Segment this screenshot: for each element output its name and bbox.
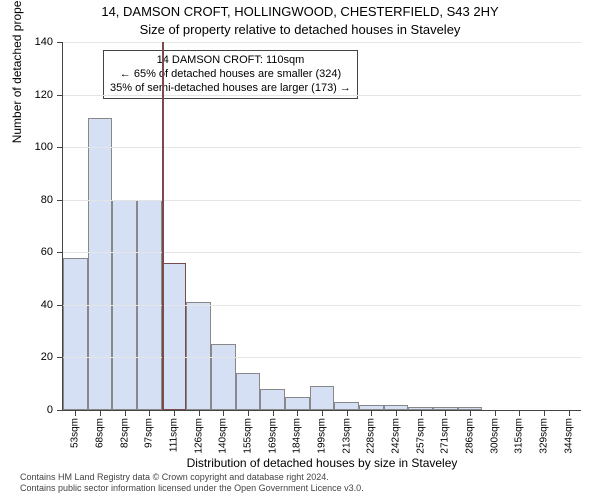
x-tick-label: 315sqm	[514, 418, 525, 454]
y-tick-label: 0	[47, 404, 53, 416]
histogram-bar	[310, 386, 335, 410]
x-tick	[223, 410, 224, 416]
x-tick	[100, 410, 101, 416]
y-tick	[57, 305, 63, 306]
x-tick-label: 213sqm	[341, 418, 352, 454]
y-tick	[57, 95, 63, 96]
y-tick-label: 120	[35, 89, 53, 101]
x-tick-label: 199sqm	[317, 418, 328, 454]
y-tick	[57, 147, 63, 148]
histogram-bar	[162, 263, 187, 410]
y-tick-label: 100	[35, 141, 53, 153]
grid-line	[63, 42, 581, 43]
y-axis-label: Number of detached properties	[10, 0, 24, 143]
y-tick-label: 80	[41, 194, 53, 206]
x-tick	[199, 410, 200, 416]
grid-line	[63, 200, 581, 201]
histogram-bar	[285, 397, 310, 410]
chart-title-sub: Size of property relative to detached ho…	[0, 22, 600, 37]
histogram-bar	[63, 258, 88, 410]
annotation-line: ← 65% of detached houses are smaller (32…	[110, 68, 351, 82]
x-tick-label: 82sqm	[119, 418, 130, 448]
x-tick	[421, 410, 422, 416]
x-tick	[396, 410, 397, 416]
x-tick-label: 169sqm	[267, 418, 278, 454]
x-tick-label: 242sqm	[391, 418, 402, 454]
x-tick	[347, 410, 348, 416]
x-tick	[322, 410, 323, 416]
y-tick	[57, 42, 63, 43]
footer-attribution: Contains HM Land Registry data © Crown c…	[20, 472, 364, 494]
y-tick-label: 60	[41, 246, 53, 258]
y-tick-label: 20	[41, 351, 53, 363]
annotation-box: 14 DAMSON CROFT: 110sqm← 65% of detached…	[103, 50, 358, 99]
histogram-bar	[211, 344, 236, 410]
y-tick	[57, 200, 63, 201]
x-tick-label: 68sqm	[95, 418, 106, 448]
x-tick	[470, 410, 471, 416]
footer-line-1: Contains HM Land Registry data © Crown c…	[20, 472, 364, 483]
histogram-bar	[334, 402, 359, 410]
x-tick	[495, 410, 496, 416]
grid-line	[63, 357, 581, 358]
histogram-bar	[260, 389, 285, 410]
y-tick	[57, 357, 63, 358]
x-tick-label: 155sqm	[243, 418, 254, 454]
x-tick-label: 111sqm	[169, 418, 180, 452]
plot-area: 14 DAMSON CROFT: 110sqm← 65% of detached…	[62, 42, 581, 411]
histogram-bar	[88, 118, 113, 410]
x-tick	[248, 410, 249, 416]
x-tick	[75, 410, 76, 416]
histogram-bar	[186, 302, 211, 410]
x-tick-label: 344sqm	[563, 418, 574, 454]
x-tick	[569, 410, 570, 416]
x-tick	[544, 410, 545, 416]
x-tick	[371, 410, 372, 416]
x-tick-label: 286sqm	[465, 418, 476, 454]
annotation-line: 35% of semi-detached houses are larger (…	[110, 82, 351, 96]
x-tick-label: 140sqm	[218, 418, 229, 454]
x-tick-label: 271sqm	[440, 418, 451, 454]
x-tick-label: 257sqm	[415, 418, 426, 454]
y-tick	[57, 410, 63, 411]
x-tick-label: 329sqm	[539, 418, 550, 454]
annotation-line: 14 DAMSON CROFT: 110sqm	[110, 54, 351, 68]
x-tick	[519, 410, 520, 416]
y-tick	[57, 252, 63, 253]
property-marker-line	[162, 42, 164, 410]
x-tick-label: 53sqm	[70, 418, 81, 448]
y-tick-label: 140	[35, 36, 53, 48]
grid-line	[63, 147, 581, 148]
grid-line	[63, 305, 581, 306]
x-tick	[273, 410, 274, 416]
grid-line	[63, 95, 581, 96]
x-tick	[174, 410, 175, 416]
x-tick-label: 97sqm	[144, 418, 155, 448]
y-tick-label: 40	[41, 299, 53, 311]
x-tick	[149, 410, 150, 416]
chart-title-main: 14, DAMSON CROFT, HOLLINGWOOD, CHESTERFI…	[0, 4, 600, 19]
grid-line	[63, 252, 581, 253]
x-tick	[445, 410, 446, 416]
x-axis-label: Distribution of detached houses by size …	[63, 456, 581, 470]
x-tick	[297, 410, 298, 416]
x-tick-label: 300sqm	[489, 418, 500, 454]
footer-line-2: Contains public sector information licen…	[20, 483, 364, 494]
histogram-bar	[236, 373, 261, 410]
x-tick-label: 184sqm	[292, 418, 303, 454]
x-tick-label: 228sqm	[366, 418, 377, 454]
x-tick-label: 126sqm	[193, 418, 204, 454]
x-tick	[125, 410, 126, 416]
